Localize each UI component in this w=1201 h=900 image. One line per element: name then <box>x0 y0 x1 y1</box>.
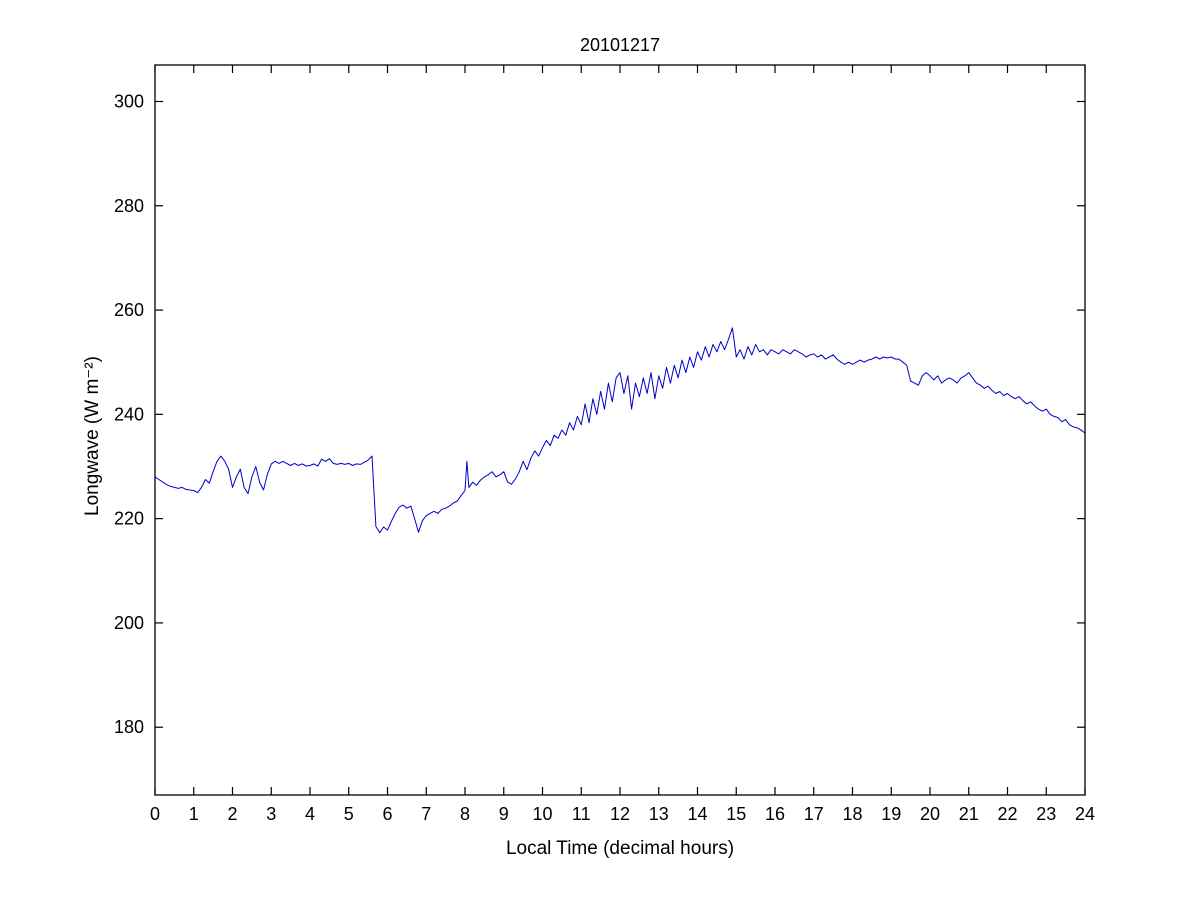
y-tick-label: 300 <box>114 92 144 112</box>
chart-title: 20101217 <box>580 35 660 55</box>
x-tick-label: 4 <box>305 804 315 824</box>
x-tick-label: 13 <box>649 804 669 824</box>
x-tick-label: 8 <box>460 804 470 824</box>
x-tick-label: 9 <box>499 804 509 824</box>
x-tick-label: 24 <box>1075 804 1095 824</box>
y-tick-label: 220 <box>114 509 144 529</box>
x-tick-label: 18 <box>842 804 862 824</box>
x-tick-label: 15 <box>726 804 746 824</box>
x-tick-label: 22 <box>997 804 1017 824</box>
x-tick-label: 23 <box>1036 804 1056 824</box>
x-tick-label: 21 <box>959 804 979 824</box>
x-tick-label: 19 <box>881 804 901 824</box>
y-tick-label: 240 <box>114 404 144 424</box>
x-tick-label: 10 <box>532 804 552 824</box>
x-tick-label: 11 <box>572 804 591 824</box>
plot-area: 0 1 2 3 4 5 6 7 8 9 10 11 12 13 14 15 16 17 18 19 20 21 22 23 24… <box>114 64 1095 824</box>
y-tick-label: 260 <box>114 300 144 320</box>
x-tick-label: 0 <box>150 804 160 824</box>
x-tick-label: 5 <box>344 804 354 824</box>
x-tick-label: 3 <box>266 804 276 824</box>
x-tick-label: 12 <box>610 804 630 824</box>
axes-box <box>154 64 1086 796</box>
y-tick-label: 280 <box>114 196 144 216</box>
y-tick-label: 200 <box>114 613 144 633</box>
longwave-series-line <box>154 327 1086 534</box>
x-tick-label: 6 <box>382 804 392 824</box>
x-axis-label: Local Time (decimal hours) <box>506 838 734 859</box>
x-tick-label: 20 <box>920 804 940 824</box>
x-tick-label: 7 <box>421 804 431 824</box>
x-tick-label: 14 <box>687 804 707 824</box>
x-tick-label: 16 <box>765 804 785 824</box>
x-tick-label: 2 <box>227 804 237 824</box>
y-axis-label: Longwave (W m⁻²) <box>82 356 103 516</box>
x-tick-label: 1 <box>189 804 199 824</box>
x-tick-label: 17 <box>804 804 824 824</box>
y-tick-label: 180 <box>114 717 144 737</box>
